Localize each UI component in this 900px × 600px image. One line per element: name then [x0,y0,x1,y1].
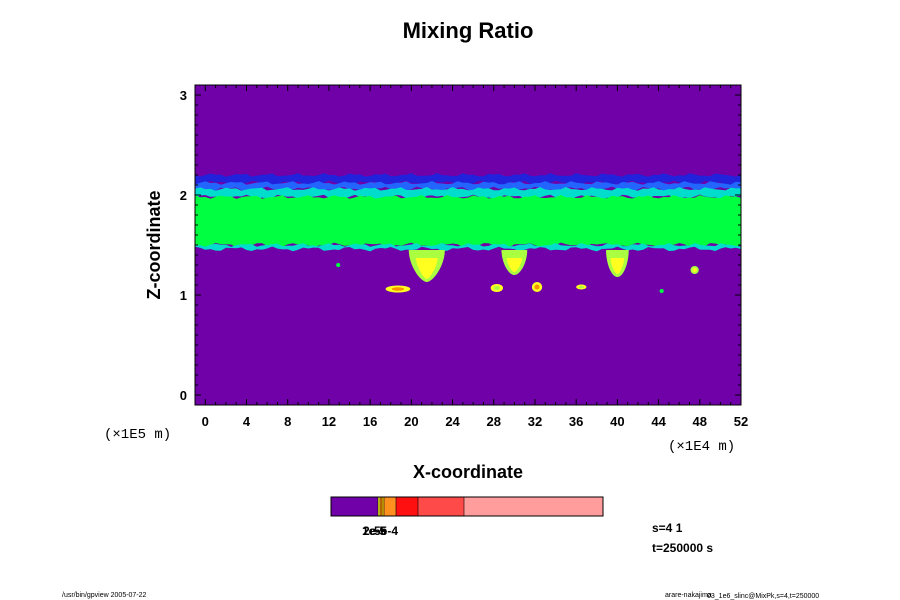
colorbar-segment-6 [396,497,418,516]
plume-core-2 [506,258,523,272]
x-tick-label-4: 4 [243,414,251,429]
x-tick-label-20: 20 [404,414,418,429]
patch-core-5 [660,290,663,292]
colorbar-segment-7 [418,497,464,516]
colorbar-segment-4 [382,497,384,516]
y-tick-label-3: 3 [180,88,187,103]
x-tick-label-8: 8 [284,414,291,429]
x-tick-label-24: 24 [445,414,460,429]
y-unit-label: (×1E5 m) [104,427,171,443]
colorbar-label-1: 1e-5 [362,524,386,538]
plume-core-3 [610,258,625,274]
colorbar-frame [330,496,604,517]
colorbar-label-3: 5e-4 [374,524,398,538]
y-axis-label: Z-coordinate [144,190,164,299]
patch-core-1 [391,287,405,291]
x-tick-label-28: 28 [487,414,501,429]
x-tick-label-12: 12 [322,414,336,429]
band-blue-layer [195,181,741,192]
x-tick-label-44: 44 [651,414,666,429]
colorbar-segment-1 [331,497,378,516]
colorbar-segment-8 [464,497,603,516]
chart-title: Mixing Ratio [403,18,534,43]
colorbar-segment-3 [380,497,382,516]
x-tick-label-52: 52 [734,414,748,429]
x-tick-label-32: 32 [528,414,542,429]
s-annotation: s=4 1 [652,521,683,535]
x-tick-label-36: 36 [569,414,583,429]
band-green-layer [195,195,741,248]
band-dark-blue-top [195,173,741,186]
heatmap-field [195,85,741,405]
footer-left: /usr/bin/gpview 2005-07-22 [62,592,147,599]
patch-core-3 [493,286,500,290]
colorbar-segment-2 [378,497,380,516]
x-unit-label: (×1E4 m) [668,439,735,455]
patch-core-4 [578,285,584,289]
footer-right-small: 03_1e6_slinc@MixPk,s=4,t=250000 [707,593,819,600]
patch-core-2 [534,284,540,290]
y-tick-label-0: 0 [180,388,187,403]
y-tick-label-2: 2 [180,188,187,203]
plume-core-1 [415,258,438,279]
band-cyan-base [195,243,741,252]
patch-core-7 [337,264,340,266]
y-tick-label-1: 1 [180,288,187,303]
colorbar-label-2: 2e-5 [363,524,387,538]
x-tick-label-40: 40 [610,414,624,429]
patch-core-6 [692,268,697,272]
t-annotation: t=250000 s [652,541,713,555]
colorbar-segment-5 [384,497,396,516]
x-axis-label: X-coordinate [413,462,523,482]
footer-right-main: arare-nakajima [665,592,712,599]
x-tick-label-16: 16 [363,414,377,429]
x-tick-label-48: 48 [693,414,707,429]
x-tick-label-0: 0 [202,414,209,429]
colorbar [330,496,604,517]
